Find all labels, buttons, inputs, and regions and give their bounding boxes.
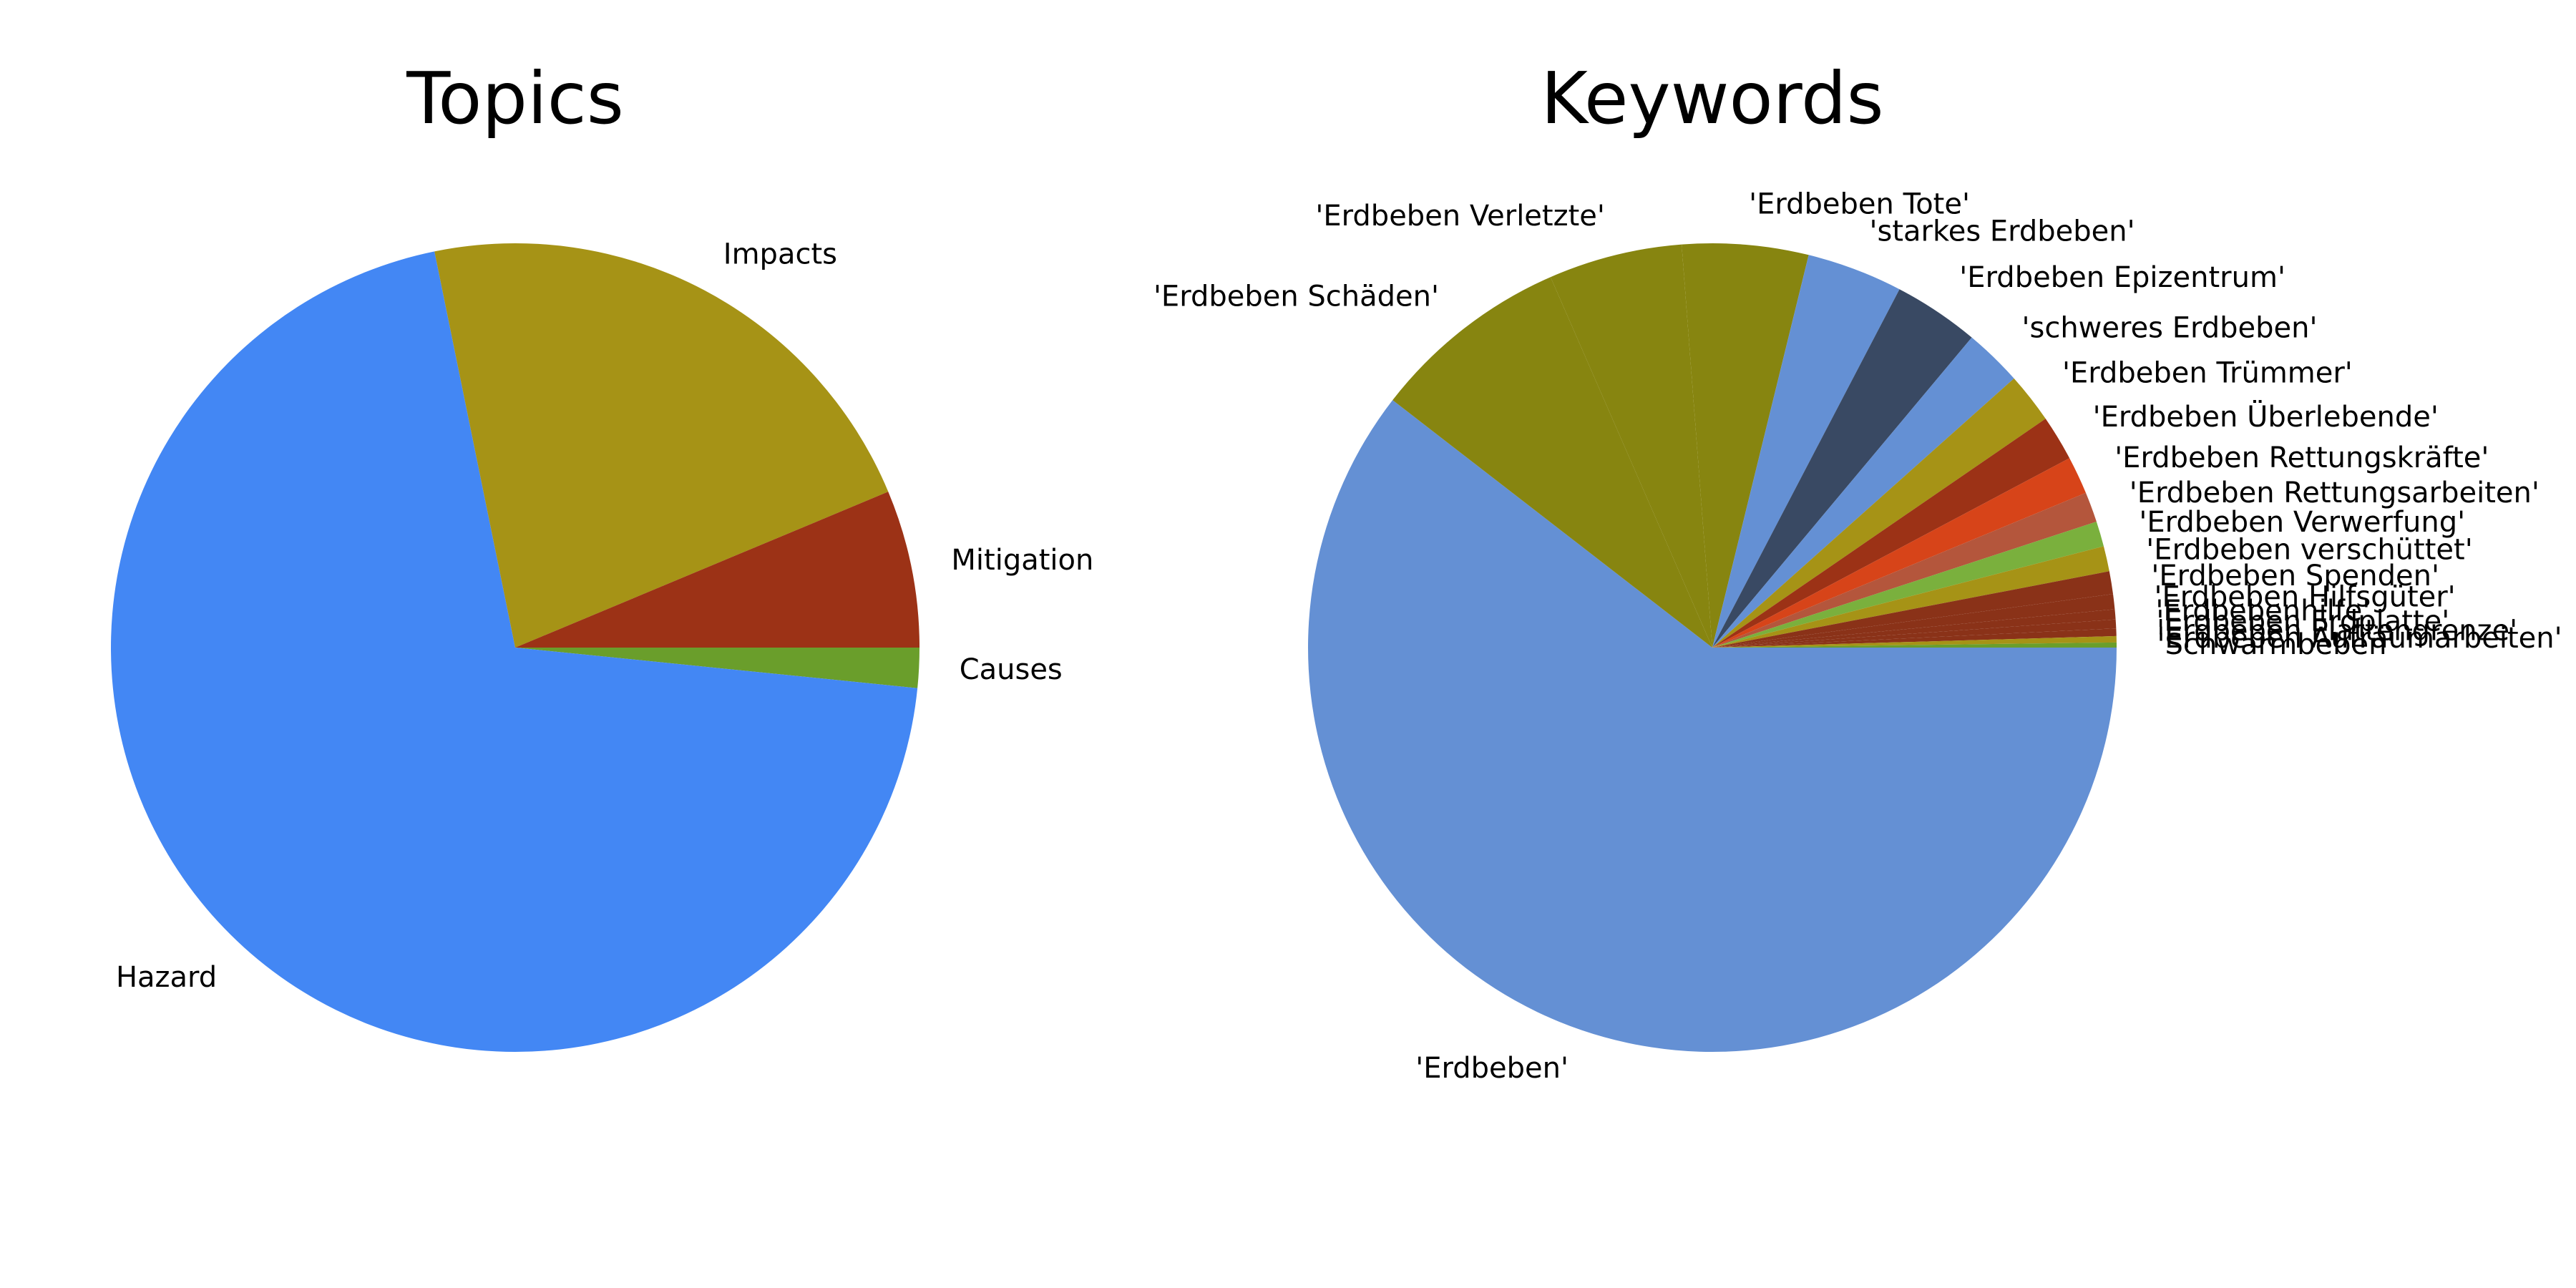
keywords-slice-erdbeben-epizentrum (1712, 289, 1972, 648)
keywords-label-erdbeben-ueberlebende: 'Erdbeben Überlebende' (2093, 399, 2439, 434)
keywords-label-erdbeben-verletzte: 'Erdbeben Verletzte' (1315, 200, 1604, 233)
topics-slice-causes (515, 648, 919, 688)
keywords-label-erdbeben-plattengrenze: 'Erdbeben Plattengrenze' (2157, 614, 2517, 647)
keywords-label-schweres-erdbeben: 'schweres Erdbeben' (2022, 312, 2318, 345)
keywords-label-erdbeben: 'Erdbeben' (1415, 1052, 1568, 1085)
keywords-label-erdbeben-rettungskraefte: 'Erdbeben Rettungskräfte' (2114, 441, 2489, 474)
topics-label-hazard: Hazard (116, 961, 217, 994)
keywords-label-erdbeben-verschuettet: 'Erdbeben verschüttet' (2146, 533, 2472, 566)
keywords-slice-erdbeben-ueberlebende (1712, 419, 2070, 648)
keywords-label-starkes-erdbeben: 'starkes Erdbeben' (1870, 215, 2135, 248)
keywords-label-erdbeben-rettungsarbeiten: 'Erdbeben Rettungsarbeiten' (2129, 477, 2540, 509)
keywords-label-erdbeben-hilfsgueter: 'Erdbeben Hilfsgüter' (2155, 580, 2456, 613)
keywords-label-erdbebenhilfe: 'Erdbebenhilfe' (2155, 595, 2370, 628)
topics-label-causes: Causes (960, 653, 1063, 686)
keywords-slice-erdbeben-plattengrenze (1712, 628, 2117, 648)
topics-label-mitigation: Mitigation (951, 544, 1093, 577)
topics-slice-mitigation (515, 492, 919, 648)
keywords-chart-title: Keywords (1541, 57, 1883, 140)
topics-slice-hazard (111, 251, 918, 1052)
keywords-label-erdbeben-truemmer: 'Erdbeben Trümmer' (2062, 357, 2353, 390)
topics-label-impacts: Impacts (723, 238, 837, 271)
keywords-slice-erdbeben-aufraeumarbeiten (1712, 635, 2117, 648)
keywords-slice-schweres-erdbeben (1712, 337, 2014, 648)
keywords-label-erdbeben-erdplatte: 'Erdbeben Erdplatte' (2156, 605, 2449, 638)
keywords-slice-erdbeben-spenden (1712, 571, 2114, 648)
keywords-slice-erdbeben-rettungsarbeiten (1712, 492, 2097, 648)
keywords-label-erdbeben-verwerfung: 'Erdbeben Verwerfung' (2139, 506, 2465, 539)
keywords-slice-erdbeben-verschuettet (1712, 546, 2109, 648)
keywords-slice-erdbeben-tote (1682, 243, 1809, 648)
keywords-pie-chart: Keywords 'Erdbeben' 'Erdbeben Schäden' 'Er… (1153, 57, 2562, 1085)
keywords-label-erdbeben-tote: 'Erdbeben Tote' (1749, 188, 1970, 221)
keywords-label-schwarmbeben: 'Schwarmbeben' (2157, 628, 2395, 661)
topics-chart-title: Topics (406, 57, 624, 140)
keywords-slice-starkes-erdbeben (1712, 255, 1900, 648)
keywords-slice-erdbeben-erdplatte (1712, 619, 2117, 648)
keywords-slice-erdbeben-rettungskraefte (1712, 458, 2086, 648)
keywords-label-erdbeben-epizentrum: 'Erdbeben Epizentrum' (1959, 261, 2285, 294)
keywords-slice-erdbeben (1308, 400, 2117, 1052)
topics-pie-chart: Topics Causes Hazard Impacts Mitigation (111, 57, 1093, 1052)
keywords-slice-schwarmbeben (1712, 642, 2117, 648)
topics-slice-impacts (434, 243, 889, 648)
keywords-label-erdbeben-spenden: 'Erdbeben Spenden' (2151, 560, 2439, 592)
keywords-slice-erdbebenhilfe (1712, 609, 2116, 648)
keywords-label-erdbeben-aufraeumarbeiten: 'Erdbeben Aufräumarbeiten' (2157, 622, 2562, 655)
keywords-slice-erdbeben-schaeden (1392, 277, 1712, 648)
keywords-label-erdbeben-schaeden: 'Erdbeben Schäden' (1153, 280, 1439, 313)
keywords-slice-erdbeben-verletzte (1550, 244, 1712, 648)
keywords-slice-erdbeben-verwerfung (1712, 522, 2104, 648)
keywords-slice-erdbeben-truemmer (1712, 378, 2046, 648)
keywords-slice-erdbeben-hilfsgueter (1712, 594, 2115, 648)
